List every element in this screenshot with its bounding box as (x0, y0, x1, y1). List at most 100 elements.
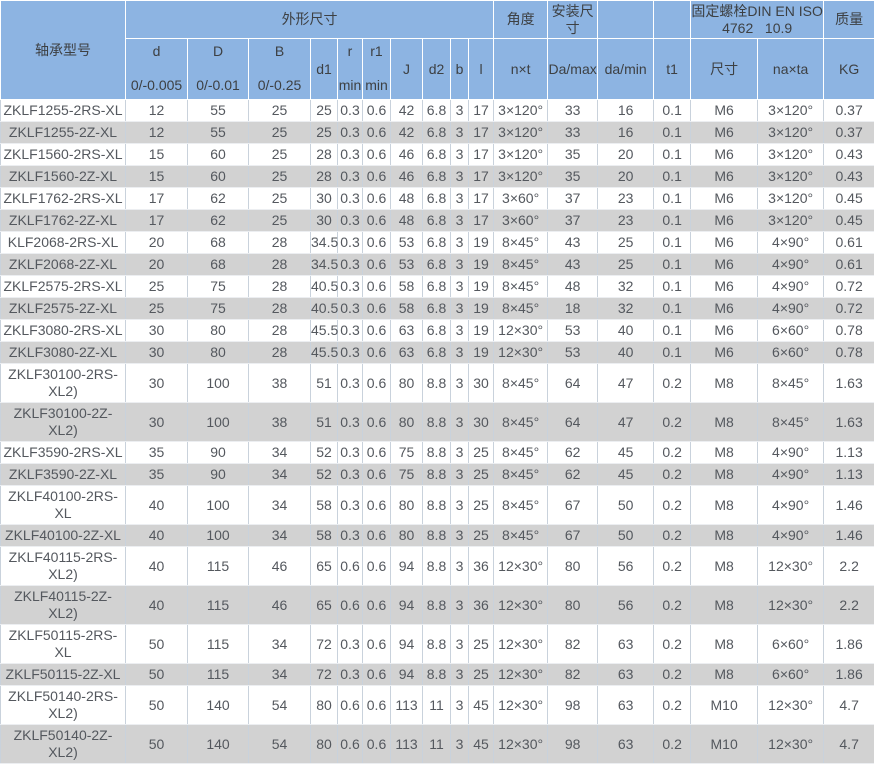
value-cell: 0.2 (653, 546, 692, 586)
value-cell: M8 (690, 441, 759, 464)
bolt-header-line2: 4762 10.9 (722, 19, 793, 36)
value-cell: 3 (450, 231, 469, 254)
value-cell: 1.63 (823, 363, 874, 403)
value-cell: 38 (248, 402, 311, 442)
column-header-16: KG (823, 38, 874, 100)
mass-group-header: 质量 (823, 0, 874, 39)
value-cell: 0.1 (653, 187, 692, 210)
value-cell: 35 (547, 165, 599, 188)
value-cell: 4.7 (823, 724, 874, 764)
column-sublabel: 0/-0.25 (257, 77, 302, 93)
value-cell: 0.1 (653, 275, 692, 298)
value-cell: 1.13 (823, 463, 874, 486)
value-cell: 25 (467, 441, 495, 464)
bolt-group-header: 固定螺栓DIN EN ISO 4762 10.9 (690, 0, 825, 39)
value-cell: 0.37 (823, 121, 874, 144)
value-cell: 4×90° (757, 231, 825, 254)
value-cell: 0.6 (362, 165, 391, 188)
value-cell: 75 (390, 463, 423, 486)
value-cell: 0.1 (653, 319, 692, 342)
value-cell: 12×30° (493, 319, 549, 342)
value-cell: 4×90° (757, 253, 825, 276)
value-cell: 35 (547, 143, 599, 166)
value-cell: 6×60° (757, 319, 825, 342)
table-row: ZKLF30100-2RS-XL2) 30 100 38 51 0.3 0.6 80 8.8 3 3… (0, 363, 874, 403)
model-cell: ZKLF2068-2Z-XL (0, 253, 126, 276)
value-cell: 3 (450, 663, 469, 686)
value-cell: 40 (597, 319, 655, 342)
value-cell: 28 (310, 165, 338, 188)
value-cell: 33 (547, 99, 599, 122)
value-cell: 36 (467, 546, 495, 586)
value-cell: 46 (248, 546, 311, 586)
table-row: ZKLF1560-2RS-XL 15 60 25 28 0.3 0.6 46 6.8 3 17 3×1… (0, 143, 874, 166)
value-cell: 25 (310, 99, 338, 122)
value-cell: 3 (450, 253, 469, 276)
value-cell: 32 (597, 275, 655, 298)
value-cell: 58 (310, 485, 338, 525)
value-cell: 8×45° (493, 275, 549, 298)
value-cell: 16 (597, 121, 655, 144)
value-cell: 0.3 (337, 231, 363, 254)
value-cell: 30 (125, 363, 188, 403)
value-cell: 62 (547, 441, 599, 464)
value-cell: 8×45° (493, 297, 549, 320)
value-cell: 0.6 (337, 546, 363, 586)
column-header-4: r min (337, 38, 363, 100)
value-cell: 32 (597, 297, 655, 320)
value-cell: 8×45° (493, 463, 549, 486)
value-cell: 8×45° (493, 524, 549, 547)
value-cell: 35 (125, 463, 188, 486)
value-cell: 67 (547, 524, 599, 547)
value-cell: 54 (248, 724, 311, 764)
value-cell: 25 (467, 463, 495, 486)
value-cell: 45 (597, 441, 655, 464)
column-label: n×t (510, 60, 531, 77)
value-cell: 0.1 (653, 99, 692, 122)
model-cell: ZKLF1255-2RS-XL (0, 99, 126, 122)
value-cell: 67 (547, 485, 599, 525)
value-cell: 0.6 (362, 546, 391, 586)
value-cell: 0.6 (362, 297, 391, 320)
value-cell: 3 (450, 724, 469, 764)
value-cell: 3×120° (757, 121, 825, 144)
value-cell: 34 (248, 463, 311, 486)
value-cell: 12×30° (493, 585, 549, 625)
value-cell: 0.3 (337, 319, 363, 342)
table-row: ZKLF3590-2Z-XL 35 90 34 52 0.3 0.6 75 8.8 3 25 8×45… (0, 463, 874, 486)
column-label: d2 (428, 60, 445, 77)
model-cell: ZKLF1255-2Z-XL (0, 121, 126, 144)
column-header-10: n×t (493, 38, 549, 100)
value-cell: M6 (690, 209, 759, 232)
value-cell: 19 (467, 341, 495, 364)
angle-group-header: 角度 (493, 0, 549, 39)
model-cell: ZKLF1560-2Z-XL (0, 165, 126, 188)
value-cell: 0.6 (362, 363, 391, 403)
value-cell: 0.3 (337, 663, 363, 686)
value-cell: 40 (125, 524, 188, 547)
column-header-13: t1 (653, 38, 692, 100)
value-cell: 0.61 (823, 231, 874, 254)
column-header-6: J (390, 38, 423, 100)
value-cell: 34 (248, 524, 311, 547)
column-header-0: d 0/-0.005 (125, 38, 188, 100)
value-cell: 53 (547, 319, 599, 342)
value-cell: 4×90° (757, 275, 825, 298)
value-cell: 25 (310, 121, 338, 144)
value-cell: 0.1 (653, 297, 692, 320)
value-cell: M6 (690, 143, 759, 166)
value-cell: 12×30° (493, 546, 549, 586)
model-cell: ZKLF40100-2Z-XL (0, 524, 126, 547)
value-cell: 0.2 (653, 524, 692, 547)
value-cell: 19 (467, 253, 495, 276)
value-cell: 113 (390, 724, 423, 764)
value-cell: 0.78 (823, 341, 874, 364)
value-cell: 8.8 (422, 663, 451, 686)
value-cell: 30 (310, 187, 338, 210)
value-cell: 0.1 (653, 253, 692, 276)
table-body: ZKLF1255-2RS-XL 12 55 25 25 0.3 0.6 42 6.8 3 17 3×1… (0, 99, 874, 764)
value-cell: 115 (187, 663, 249, 686)
model-cell: KLF2068-2RS-XL (0, 231, 126, 254)
value-cell: 90 (187, 441, 249, 464)
column-label: d1 (316, 60, 332, 77)
